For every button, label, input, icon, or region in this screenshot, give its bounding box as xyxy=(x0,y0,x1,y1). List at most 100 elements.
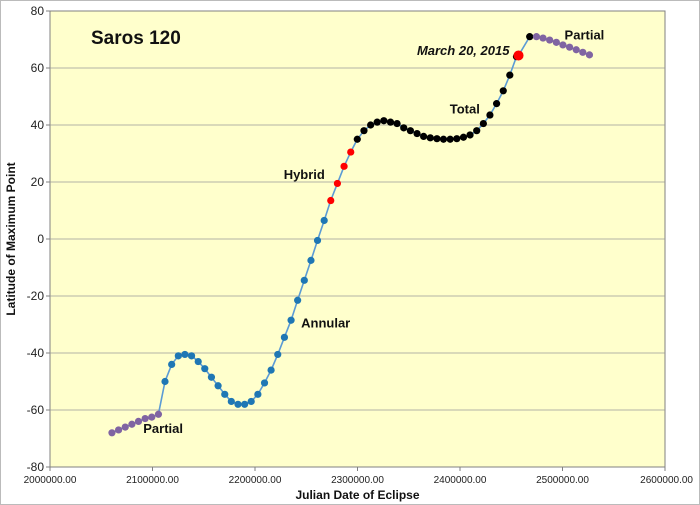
data-point-annular xyxy=(300,276,308,284)
data-point-total xyxy=(439,135,448,143)
annotation-label: Hybrid xyxy=(284,167,325,182)
data-point-total xyxy=(420,132,428,140)
data-point-partial xyxy=(572,46,580,54)
y-tick-label: 80 xyxy=(31,4,45,18)
y-tick-label: -20 xyxy=(27,289,45,303)
data-point-total xyxy=(400,124,408,132)
y-tick-label: -60 xyxy=(27,403,45,417)
data-point-annular xyxy=(181,350,189,359)
x-tick-label: 2000000.00 xyxy=(24,475,77,486)
data-point-partial xyxy=(134,417,143,425)
y-tick-label: 0 xyxy=(37,232,44,246)
data-point-annular xyxy=(161,377,169,386)
data-point-partial xyxy=(108,429,116,437)
data-point-annular xyxy=(247,397,255,406)
data-point-partial xyxy=(552,38,560,46)
data-point-partial xyxy=(154,410,163,418)
data-point-total xyxy=(426,134,434,142)
data-point-total xyxy=(393,119,401,128)
annotation-label: March 20, 2015 xyxy=(417,43,510,58)
data-point-total xyxy=(353,135,361,143)
annotation-label: Annular xyxy=(301,315,350,330)
data-point-total xyxy=(446,135,454,143)
data-point-annular xyxy=(168,360,176,368)
gridlines xyxy=(50,67,665,411)
data-point-annular xyxy=(174,352,182,360)
data-point-total xyxy=(380,117,388,125)
data-point-annular xyxy=(194,357,202,366)
data-point-partial xyxy=(546,36,554,44)
chart-title: Saros 120 xyxy=(91,28,181,49)
data-point-partial xyxy=(559,41,567,49)
y-tick-label: 40 xyxy=(31,118,45,132)
x-tick-label: 2400000.00 xyxy=(434,475,487,486)
data-point-hybrid xyxy=(340,162,348,170)
annotation-label: Partial xyxy=(143,421,183,436)
data-point-total xyxy=(459,133,468,141)
data-point-partial xyxy=(532,33,541,41)
data-point-annular xyxy=(307,256,315,264)
data-point-partial xyxy=(114,426,123,434)
data-point-annular xyxy=(227,397,235,406)
annotations: Saros 120 Partial Annular Hybrid Total March … xyxy=(91,28,604,436)
data-point-annular xyxy=(287,316,295,324)
data-point-partial xyxy=(579,48,587,56)
data-point-annular xyxy=(214,382,222,390)
y-tick-label: -40 xyxy=(27,346,45,360)
data-point-annular xyxy=(207,373,216,381)
data-point-hybrid xyxy=(347,148,355,156)
data-point-total xyxy=(386,118,395,126)
y-axis-ticks: 80 60 40 20 0 -20 -40 -60 -80 xyxy=(27,4,50,474)
y-axis-label: Latitude of Maximum Point xyxy=(4,162,18,315)
data-point-total xyxy=(479,119,487,128)
annotation-label: Total xyxy=(450,102,480,117)
x-tick-label: 2300000.00 xyxy=(331,475,384,486)
data-point-total xyxy=(433,135,441,143)
x-tick-label: 2100000.00 xyxy=(126,475,179,486)
data-point-total xyxy=(486,111,494,119)
data-point-annular xyxy=(320,216,328,225)
data-point-annular xyxy=(187,352,196,360)
data-point-total xyxy=(526,33,534,41)
y-tick-label: 20 xyxy=(31,175,45,189)
data-point-total xyxy=(406,127,414,135)
x-tick-label: 2200000.00 xyxy=(229,475,282,486)
data-point-total xyxy=(506,71,514,79)
data-point-hybrid xyxy=(333,179,342,188)
data-point-partial xyxy=(121,423,129,431)
data-points xyxy=(108,33,594,437)
data-point-partial xyxy=(585,51,594,59)
data-point-partial xyxy=(141,414,149,423)
data-point-total xyxy=(492,100,501,108)
y-tick-label: 60 xyxy=(31,61,45,75)
data-point-annular xyxy=(221,390,229,398)
data-point-annular xyxy=(313,236,322,245)
data-point-partial xyxy=(148,413,156,421)
data-point-total xyxy=(499,87,507,95)
x-axis-label: Julian Date of Eclipse xyxy=(295,488,419,502)
data-point-hybrid xyxy=(327,196,335,205)
data-point-total xyxy=(360,127,368,135)
data-point-annular xyxy=(254,390,262,398)
data-point-annular xyxy=(234,400,242,408)
data-point-annular xyxy=(274,350,282,359)
data-point-total xyxy=(413,129,421,138)
data-point-total xyxy=(367,121,375,129)
x-tick-label: 2600000.00 xyxy=(640,475,693,486)
y-tick-label: -80 xyxy=(27,460,45,474)
data-point-march-20-2015 xyxy=(513,50,524,61)
data-point-total xyxy=(373,118,381,126)
data-point-partial xyxy=(539,34,547,42)
data-point-annular xyxy=(280,333,289,341)
data-point-annular xyxy=(294,296,302,304)
annotation-label: Partial xyxy=(565,28,605,43)
data-point-annular xyxy=(260,379,269,387)
x-axis-ticks: 2000000.00 2100000.00 2200000.00 2300000.00… xyxy=(24,467,693,486)
data-point-partial xyxy=(565,43,574,51)
data-point-annular xyxy=(241,400,249,408)
data-point-annular xyxy=(201,365,209,373)
data-point-total xyxy=(473,127,481,135)
data-point-partial xyxy=(128,420,136,428)
data-point-annular xyxy=(267,366,275,374)
